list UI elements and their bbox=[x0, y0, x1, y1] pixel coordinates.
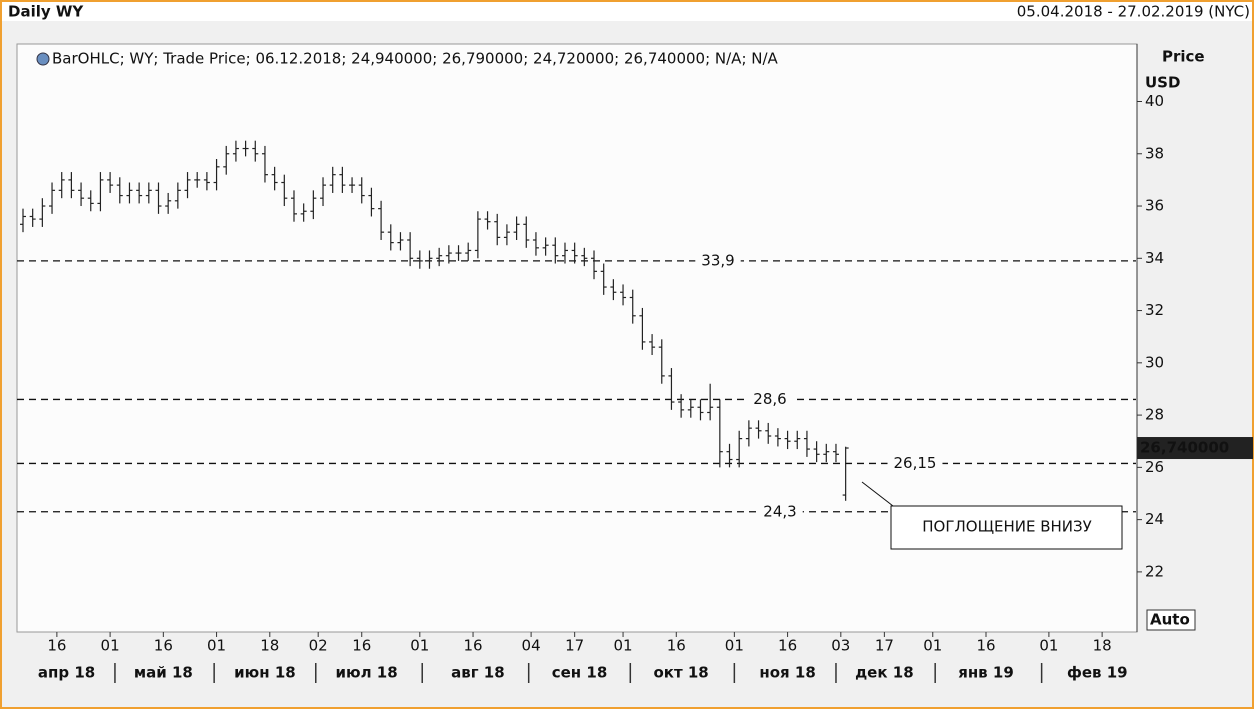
month-label: янв 19 bbox=[958, 664, 1014, 682]
annotation-box bbox=[890, 505, 1123, 550]
level-label-bg bbox=[887, 453, 943, 472]
y-tick-label: 34 bbox=[1145, 249, 1164, 267]
month-label: июн 18 bbox=[234, 664, 296, 682]
x-tick-label: 17 bbox=[875, 637, 894, 655]
x-tick-label: 18 bbox=[260, 637, 279, 655]
x-tick-label: 02 bbox=[309, 637, 328, 655]
x-tick-label: 16 bbox=[667, 637, 686, 655]
x-tick-label: 16 bbox=[976, 637, 995, 655]
last-price-label: 26,740000 bbox=[1140, 439, 1229, 457]
scale-mode-box[interactable] bbox=[1146, 609, 1196, 631]
month-label: сен 18 bbox=[552, 664, 608, 682]
month-label: фев 19 bbox=[1067, 664, 1128, 682]
x-tick-label: 01 bbox=[614, 637, 633, 655]
x-tick-label: 01 bbox=[923, 637, 942, 655]
annotation-pointer bbox=[861, 481, 894, 507]
y-tick-label: 38 bbox=[1145, 144, 1164, 162]
date-range: 05.04.2018 - 27.02.2019 (NYC) bbox=[1017, 3, 1250, 21]
month-label: июл 18 bbox=[335, 664, 397, 682]
y-tick-label: 30 bbox=[1145, 353, 1164, 371]
y-tick-label: 32 bbox=[1145, 301, 1164, 319]
x-tick-label: 16 bbox=[463, 637, 482, 655]
y-tick-label: 22 bbox=[1145, 562, 1164, 580]
month-label: авг 18 bbox=[451, 664, 505, 682]
y-axis-unit: USD bbox=[1145, 74, 1180, 92]
x-tick-label: 04 bbox=[522, 637, 541, 655]
level-label-bg bbox=[695, 251, 741, 270]
y-tick-label: 28 bbox=[1145, 406, 1164, 424]
x-tick-label: 18 bbox=[1093, 637, 1112, 655]
header-bar bbox=[2, 2, 1252, 21]
y-axis-label: Price bbox=[1162, 48, 1205, 66]
x-tick-label: 16 bbox=[154, 637, 173, 655]
x-tick-label: 16 bbox=[778, 637, 797, 655]
x-tick-label: 01 bbox=[410, 637, 429, 655]
level-label: 33,9 bbox=[701, 251, 734, 269]
legend-icon bbox=[36, 52, 50, 66]
annotation-text: ПОГЛОЩЕНИЕ ВНИЗУ bbox=[922, 518, 1092, 536]
y-tick-label: 36 bbox=[1145, 197, 1164, 215]
level-label: 24,3 bbox=[763, 502, 796, 520]
y-tick-label: 26 bbox=[1145, 458, 1164, 476]
month-label: апр 18 bbox=[38, 664, 95, 682]
level-label: 26,15 bbox=[894, 454, 937, 472]
legend-text: BarOHLC; WY; Trade Price; 06.12.2018; 24… bbox=[52, 50, 779, 68]
last-price-box bbox=[1137, 437, 1253, 460]
x-tick-label: 16 bbox=[47, 637, 66, 655]
x-tick-label: 17 bbox=[565, 637, 584, 655]
x-tick-label: 03 bbox=[831, 637, 850, 655]
level-label: 28,6 bbox=[753, 390, 786, 408]
x-tick-label: 16 bbox=[352, 637, 371, 655]
level-label-bg bbox=[747, 389, 793, 408]
x-tick-label: 01 bbox=[725, 637, 744, 655]
month-label: ноя 18 bbox=[759, 664, 815, 682]
x-tick-label: 01 bbox=[207, 637, 226, 655]
month-label: дек 18 bbox=[855, 664, 914, 682]
x-tick-label: 01 bbox=[101, 637, 120, 655]
y-tick-label: 40 bbox=[1145, 92, 1164, 110]
x-tick-label: 01 bbox=[1039, 637, 1058, 655]
month-label: окт 18 bbox=[653, 664, 708, 682]
y-tick-label: 24 bbox=[1145, 510, 1164, 528]
chart-title: Daily WY bbox=[8, 3, 84, 21]
scale-mode[interactable]: Auto bbox=[1150, 611, 1190, 629]
month-label: май 18 bbox=[134, 664, 193, 682]
level-label-bg bbox=[757, 502, 803, 521]
